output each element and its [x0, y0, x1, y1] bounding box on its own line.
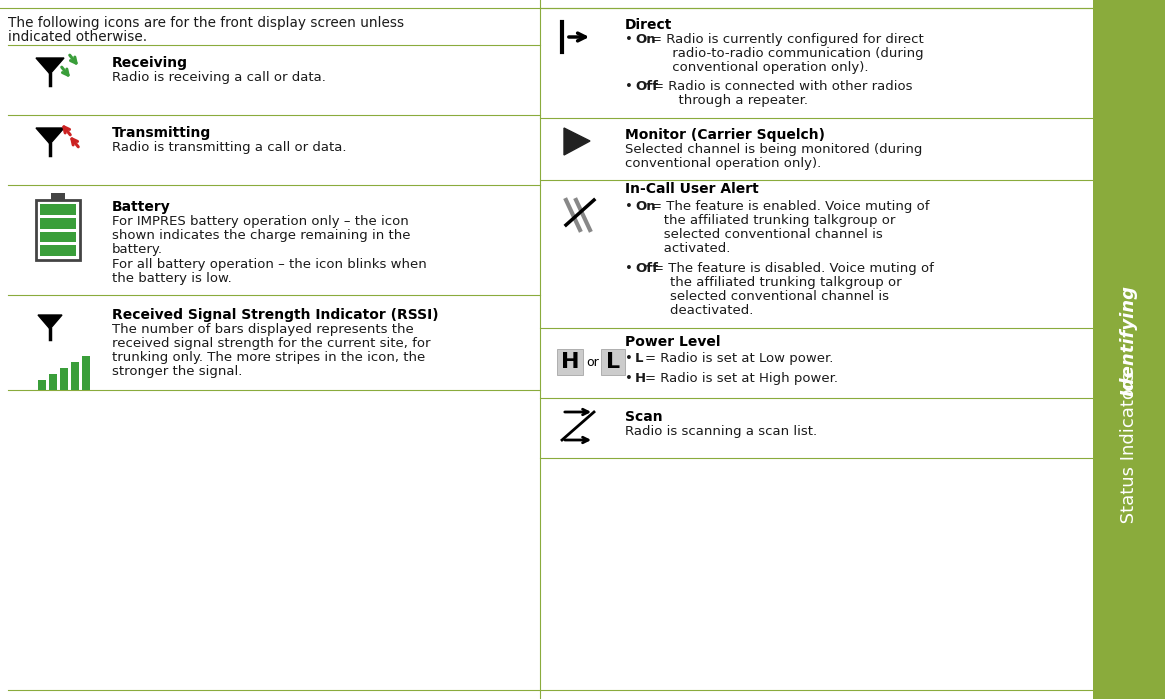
Text: H: H: [560, 352, 579, 372]
Bar: [71, 362, 79, 390]
Text: On: On: [635, 200, 656, 213]
Text: deactivated.: deactivated.: [654, 304, 754, 317]
Text: In-Call User Alert: In-Call User Alert: [624, 182, 758, 196]
Text: Transmitting: Transmitting: [112, 126, 211, 140]
Text: = Radio is set at High power.: = Radio is set at High power.: [645, 372, 838, 385]
Text: Battery: Battery: [112, 200, 171, 214]
Text: the affiliated trunking talkgroup or: the affiliated trunking talkgroup or: [651, 214, 896, 227]
Text: conventional operation only).: conventional operation only).: [624, 157, 821, 170]
Bar: [40, 218, 76, 229]
Text: = Radio is currently configured for direct: = Radio is currently configured for dire…: [651, 33, 924, 46]
Text: •: •: [624, 33, 633, 46]
Text: •: •: [624, 372, 633, 385]
Text: L: L: [606, 352, 620, 372]
FancyBboxPatch shape: [36, 200, 80, 260]
Bar: [40, 204, 76, 215]
Text: conventional operation only).: conventional operation only).: [651, 61, 868, 74]
Text: Status Indicators: Status Indicators: [1120, 371, 1138, 529]
Bar: [49, 374, 57, 390]
Text: L: L: [635, 352, 643, 365]
Text: Off: Off: [635, 80, 658, 93]
FancyBboxPatch shape: [601, 349, 624, 375]
Text: received signal strength for the current site, for: received signal strength for the current…: [112, 337, 431, 350]
Text: Monitor (Carrier Squelch): Monitor (Carrier Squelch): [624, 128, 825, 142]
Text: Direct: Direct: [624, 18, 672, 32]
Text: activated.: activated.: [651, 242, 730, 255]
Polygon shape: [38, 315, 62, 329]
Text: trunking only. The more stripes in the icon, the: trunking only. The more stripes in the i…: [112, 351, 425, 364]
Text: Identifying: Identifying: [1120, 284, 1138, 396]
Text: •: •: [624, 200, 633, 213]
Text: stronger the signal.: stronger the signal.: [112, 365, 242, 378]
Text: For all battery operation – the icon blinks when: For all battery operation – the icon bli…: [112, 258, 426, 271]
Text: Receiving: Receiving: [112, 56, 188, 70]
Text: = Radio is set at Low power.: = Radio is set at Low power.: [645, 352, 833, 365]
Text: or: or: [586, 356, 599, 368]
Text: •: •: [624, 80, 633, 93]
Polygon shape: [564, 128, 589, 155]
Text: The number of bars displayed represents the: The number of bars displayed represents …: [112, 323, 414, 336]
Bar: [40, 231, 76, 243]
Text: the affiliated trunking talkgroup or: the affiliated trunking talkgroup or: [654, 276, 902, 289]
FancyBboxPatch shape: [557, 349, 582, 375]
Text: Power Level: Power Level: [624, 335, 720, 349]
Text: Radio is transmitting a call or data.: Radio is transmitting a call or data.: [112, 141, 346, 154]
Text: On: On: [635, 33, 656, 46]
Text: Radio is scanning a scan list.: Radio is scanning a scan list.: [624, 425, 817, 438]
Text: Received Signal Strength Indicator (RSSI): Received Signal Strength Indicator (RSSI…: [112, 308, 439, 322]
Text: radio-to-radio communication (during: radio-to-radio communication (during: [651, 47, 924, 60]
Text: •: •: [624, 352, 633, 365]
Text: through a repeater.: through a repeater.: [654, 94, 809, 107]
Text: shown indicates the charge remaining in the: shown indicates the charge remaining in …: [112, 229, 410, 242]
Text: 17: 17: [1104, 685, 1155, 699]
Text: For IMPRES battery operation only – the icon: For IMPRES battery operation only – the …: [112, 215, 409, 228]
Text: Selected channel is being monitored (during: Selected channel is being monitored (dur…: [624, 143, 923, 156]
Text: = The feature is disabled. Voice muting of: = The feature is disabled. Voice muting …: [654, 262, 934, 275]
Bar: [1093, 0, 1165, 699]
Text: The following icons are for the front display screen unless: The following icons are for the front di…: [8, 16, 404, 30]
Text: •: •: [624, 262, 633, 275]
Bar: [51, 193, 65, 200]
Text: Radio is receiving a call or data.: Radio is receiving a call or data.: [112, 71, 326, 84]
Bar: [61, 368, 68, 390]
Bar: [38, 380, 45, 390]
Text: the battery is low.: the battery is low.: [112, 272, 232, 285]
Text: selected conventional channel is: selected conventional channel is: [651, 228, 883, 241]
Text: Off: Off: [635, 262, 658, 275]
Text: = Radio is connected with other radios: = Radio is connected with other radios: [654, 80, 912, 93]
Polygon shape: [36, 128, 64, 144]
Text: H: H: [635, 372, 647, 385]
Polygon shape: [36, 58, 64, 74]
Text: indicated otherwise.: indicated otherwise.: [8, 30, 147, 44]
Text: battery.: battery.: [112, 243, 163, 256]
Text: = The feature is enabled. Voice muting of: = The feature is enabled. Voice muting o…: [651, 200, 930, 213]
Text: selected conventional channel is: selected conventional channel is: [654, 290, 889, 303]
Bar: [82, 356, 90, 390]
Bar: [40, 245, 76, 256]
Text: Scan: Scan: [624, 410, 663, 424]
